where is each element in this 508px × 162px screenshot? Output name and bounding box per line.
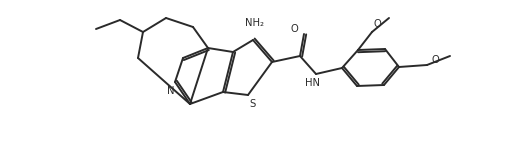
Text: NH₂: NH₂ [245, 18, 265, 28]
Text: HN: HN [305, 78, 321, 88]
Text: S: S [250, 99, 256, 109]
Text: O: O [431, 55, 439, 65]
Text: O: O [290, 24, 298, 34]
Text: O: O [373, 19, 381, 29]
Text: N: N [167, 86, 175, 96]
